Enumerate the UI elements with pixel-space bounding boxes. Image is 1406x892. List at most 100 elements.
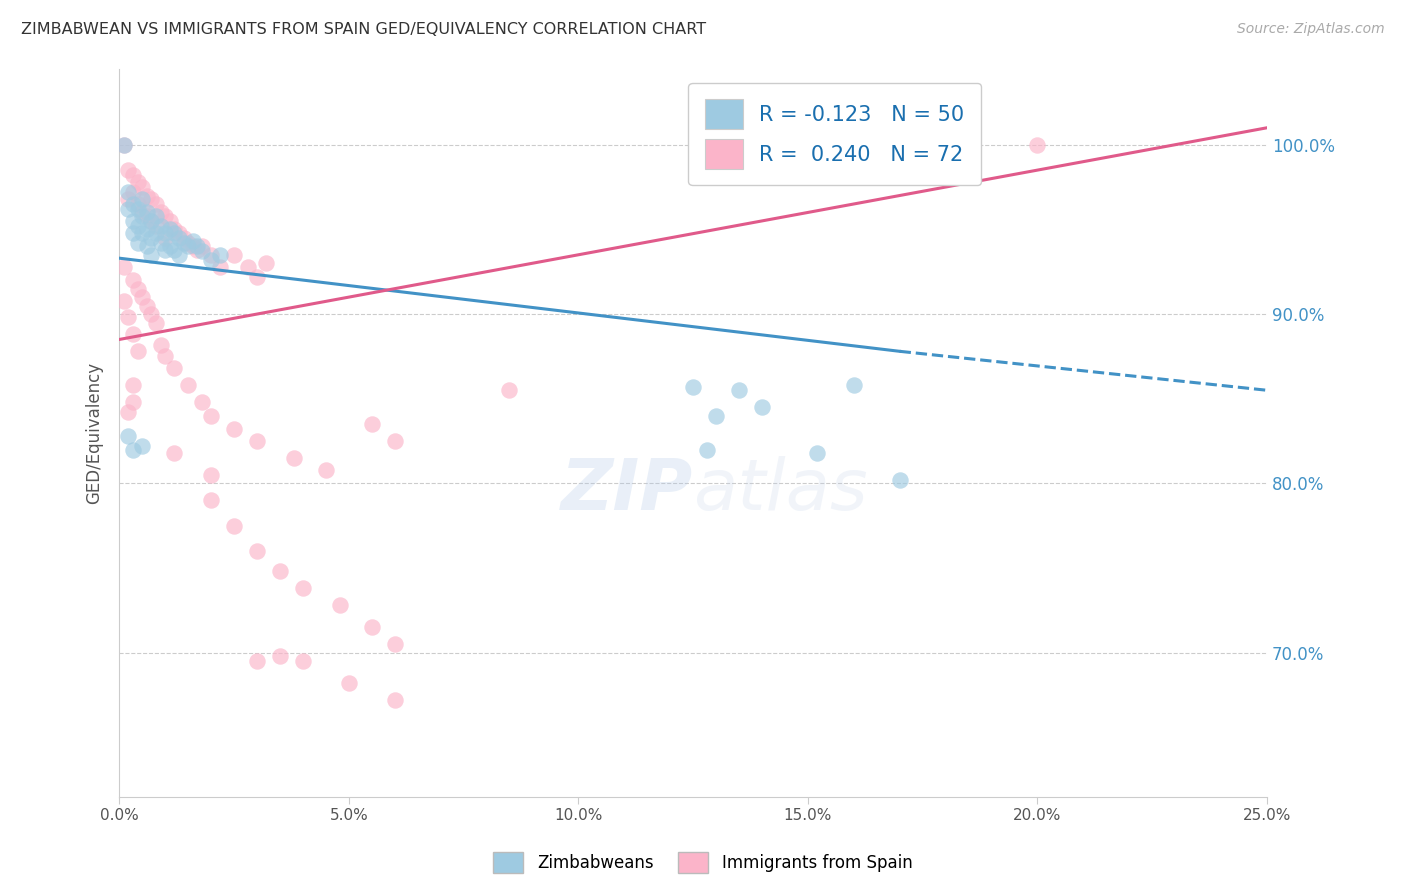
Point bbox=[131, 439, 153, 453]
Point bbox=[122, 395, 145, 409]
Point bbox=[163, 222, 186, 236]
Point bbox=[291, 582, 314, 596]
Point bbox=[117, 429, 139, 443]
Point bbox=[131, 226, 153, 240]
Point bbox=[145, 197, 167, 211]
Point bbox=[696, 442, 718, 457]
Point bbox=[163, 361, 186, 376]
Point bbox=[191, 244, 214, 259]
Point bbox=[141, 214, 163, 228]
Point bbox=[167, 226, 190, 240]
Point bbox=[200, 493, 222, 508]
Point bbox=[112, 293, 135, 308]
Point bbox=[159, 214, 181, 228]
Point bbox=[191, 239, 214, 253]
Point bbox=[173, 231, 195, 245]
Point bbox=[159, 222, 181, 236]
Point bbox=[135, 188, 157, 202]
Point bbox=[177, 235, 200, 250]
Point bbox=[269, 565, 291, 579]
Point bbox=[177, 378, 200, 392]
Point bbox=[127, 344, 149, 359]
Point bbox=[145, 209, 167, 223]
Point bbox=[200, 409, 222, 423]
Point bbox=[498, 384, 520, 398]
Point bbox=[145, 219, 167, 233]
Point bbox=[141, 214, 163, 228]
Point bbox=[806, 446, 828, 460]
Point bbox=[135, 239, 157, 253]
Point bbox=[135, 205, 157, 219]
Legend: Zimbabweans, Immigrants from Spain: Zimbabweans, Immigrants from Spain bbox=[486, 846, 920, 880]
Point bbox=[360, 620, 382, 634]
Point bbox=[117, 192, 139, 206]
Point bbox=[153, 350, 176, 364]
Point bbox=[127, 219, 149, 233]
Point bbox=[222, 518, 245, 533]
Point bbox=[117, 310, 139, 325]
Point bbox=[122, 168, 145, 182]
Point bbox=[122, 273, 145, 287]
Point bbox=[131, 205, 153, 219]
Point bbox=[209, 248, 232, 262]
Point bbox=[112, 137, 135, 152]
Point bbox=[131, 209, 153, 223]
Point bbox=[141, 307, 163, 321]
Point bbox=[200, 248, 222, 262]
Point bbox=[384, 637, 406, 651]
Point bbox=[122, 327, 145, 342]
Point bbox=[728, 384, 751, 398]
Point bbox=[682, 380, 704, 394]
Y-axis label: GED/Equivalency: GED/Equivalency bbox=[86, 361, 103, 504]
Point bbox=[254, 256, 277, 270]
Point bbox=[329, 599, 352, 613]
Point bbox=[159, 239, 181, 253]
Point bbox=[127, 197, 149, 211]
Point bbox=[236, 260, 259, 274]
Point bbox=[135, 299, 157, 313]
Point bbox=[200, 252, 222, 267]
Point bbox=[117, 202, 139, 216]
Point bbox=[173, 235, 195, 250]
Point bbox=[127, 202, 149, 216]
Point bbox=[149, 337, 172, 351]
Point bbox=[283, 450, 305, 465]
Point bbox=[122, 185, 145, 199]
Point bbox=[122, 214, 145, 228]
Point bbox=[751, 400, 773, 414]
Point bbox=[246, 269, 269, 284]
Point bbox=[186, 239, 208, 253]
Point bbox=[337, 676, 360, 690]
Point bbox=[127, 235, 149, 250]
Point bbox=[163, 446, 186, 460]
Point bbox=[200, 467, 222, 482]
Point bbox=[149, 219, 172, 233]
Point bbox=[141, 231, 163, 245]
Point bbox=[186, 243, 208, 257]
Point bbox=[163, 226, 186, 240]
Point bbox=[153, 209, 176, 223]
Point bbox=[145, 316, 167, 330]
Point bbox=[181, 234, 204, 248]
Point bbox=[384, 434, 406, 448]
Point bbox=[135, 222, 157, 236]
Point bbox=[112, 137, 135, 152]
Point bbox=[117, 185, 139, 199]
Point bbox=[141, 248, 163, 262]
Point bbox=[117, 163, 139, 178]
Point bbox=[167, 231, 190, 245]
Point bbox=[842, 378, 865, 392]
Point bbox=[167, 248, 190, 262]
Point bbox=[177, 239, 200, 253]
Point bbox=[360, 417, 382, 431]
Point bbox=[209, 260, 232, 274]
Point bbox=[131, 192, 153, 206]
Text: Source: ZipAtlas.com: Source: ZipAtlas.com bbox=[1237, 22, 1385, 37]
Point bbox=[1026, 137, 1049, 152]
Point bbox=[127, 282, 149, 296]
Legend: R = -0.123   N = 50, R =  0.240   N = 72: R = -0.123 N = 50, R = 0.240 N = 72 bbox=[689, 83, 981, 186]
Text: ZIMBABWEAN VS IMMIGRANTS FROM SPAIN GED/EQUIVALENCY CORRELATION CHART: ZIMBABWEAN VS IMMIGRANTS FROM SPAIN GED/… bbox=[21, 22, 706, 37]
Point bbox=[269, 649, 291, 664]
Text: ZIP: ZIP bbox=[561, 457, 693, 525]
Point bbox=[149, 235, 172, 250]
